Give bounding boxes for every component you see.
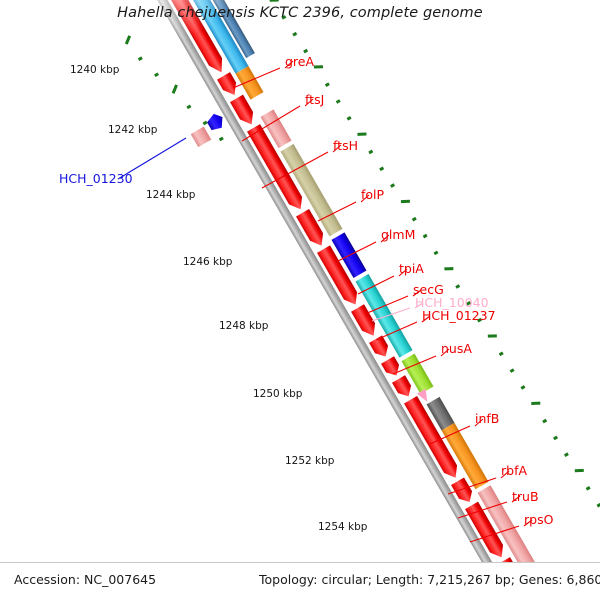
category-segment[interactable] bbox=[441, 422, 489, 490]
gene-feature[interactable] bbox=[230, 94, 258, 128]
gene-label-greA[interactable]: greA bbox=[285, 54, 315, 69]
leader-glmM bbox=[337, 241, 377, 262]
leader-truB bbox=[457, 501, 508, 519]
genome-title: Hahella chejuensis KCTC 2396, complete g… bbox=[117, 5, 483, 21]
leader-ftsH bbox=[261, 151, 329, 189]
genome-summary-text: Topology: circular; Length: 7,215,267 bp… bbox=[259, 572, 600, 587]
genome-ring-group bbox=[105, 0, 600, 600]
category-segment[interactable] bbox=[401, 353, 434, 395]
gene-feature[interactable] bbox=[317, 245, 362, 308]
genome-backbone bbox=[138, 0, 547, 600]
leader-rpsO-tip bbox=[523, 519, 533, 527]
gene-label-ftsH[interactable]: ftsH bbox=[333, 138, 358, 153]
leader-HCH_10040-tip bbox=[414, 302, 424, 309]
gene-label-folP[interactable]: folP bbox=[361, 187, 385, 202]
gene-feature[interactable] bbox=[465, 501, 508, 561]
leader-folP bbox=[317, 201, 357, 222]
gene-feature[interactable] bbox=[351, 304, 380, 339]
leader-tpiA-tip bbox=[398, 268, 408, 277]
leader-truB-tip bbox=[511, 495, 521, 503]
leader-ftsJ bbox=[241, 105, 301, 142]
category-segment[interactable] bbox=[260, 109, 292, 149]
ruler-tick-label: 1240 kbp bbox=[70, 64, 120, 76]
gene-label-glmM[interactable]: glmM bbox=[381, 227, 416, 242]
leader-secG bbox=[364, 295, 409, 315]
gene-feature[interactable] bbox=[217, 72, 241, 99]
leader-greA bbox=[232, 67, 281, 89]
gene-feature[interactable] bbox=[381, 356, 403, 379]
category-segment[interactable] bbox=[180, 0, 255, 59]
leader-greA-tip bbox=[284, 60, 294, 69]
category-segment[interactable] bbox=[235, 66, 264, 100]
leader-glmM-tip bbox=[380, 234, 390, 243]
leader-ftsH-tip bbox=[332, 144, 342, 153]
gene-feature[interactable] bbox=[296, 208, 328, 249]
gene-feature[interactable] bbox=[369, 335, 392, 360]
leader-folP-tip bbox=[360, 194, 370, 203]
leader-tpiA bbox=[357, 275, 395, 295]
secondary-outer-track bbox=[180, 0, 255, 59]
gene-label-infB[interactable]: infB bbox=[475, 411, 500, 426]
gene-label-truB[interactable]: truB bbox=[512, 489, 539, 504]
gene-feature[interactable] bbox=[247, 124, 307, 213]
leader-nusA bbox=[392, 355, 437, 375]
leader-rbfA bbox=[447, 477, 497, 495]
gene-label-HCH_01230[interactable]: HCH_01230 bbox=[59, 171, 133, 186]
category-segment[interactable] bbox=[355, 273, 413, 358]
ruler-tick-label: 1254 kbp bbox=[318, 521, 368, 533]
outer-category-track bbox=[165, 0, 561, 600]
gene-label-tpiA[interactable]: tpiA bbox=[399, 261, 424, 276]
gene-feature[interactable] bbox=[392, 375, 415, 400]
ruler-tick-marks bbox=[269, 0, 600, 508]
category-segment[interactable] bbox=[426, 396, 455, 431]
status-bar: Accession: NC_007645 Topology: circular;… bbox=[0, 562, 600, 600]
label-leader-lines bbox=[117, 60, 533, 543]
feature-HCH_01230[interactable] bbox=[205, 111, 227, 133]
leader-infB bbox=[429, 425, 471, 445]
feature-HCH_10040-marker[interactable] bbox=[416, 388, 432, 404]
ruler-inner-ticks bbox=[124, 35, 224, 142]
gene-label-rbfA[interactable]: rbfA bbox=[501, 463, 528, 478]
ruler-tick-label: 1250 kbp bbox=[253, 388, 303, 400]
leader-ftsJ-tip bbox=[304, 98, 314, 107]
leader-HCH_01237-tip bbox=[421, 315, 431, 323]
gene-label-ftsJ[interactable]: ftsJ bbox=[305, 92, 325, 107]
leader-secG-tip bbox=[412, 289, 422, 297]
ruler-tick-label: 1244 kbp bbox=[146, 189, 196, 201]
gene-label-nusA[interactable]: nusA bbox=[441, 341, 472, 356]
category-segment[interactable] bbox=[280, 144, 343, 237]
gene-label-HCH_10040[interactable]: HCH_10040 bbox=[415, 295, 489, 310]
ruler-tick-label: 1252 kbp bbox=[285, 455, 335, 467]
leader-nusA-tip bbox=[440, 348, 450, 357]
feature-small-salmon[interactable] bbox=[190, 126, 212, 148]
ruler-tick-label: 1246 kbp bbox=[183, 256, 233, 268]
leader-rbfA-tip bbox=[500, 470, 510, 479]
leader-HCH_10040 bbox=[371, 307, 411, 322]
leader-rpsO bbox=[469, 525, 520, 543]
gene-feature[interactable] bbox=[404, 396, 462, 481]
ruler-tick-label: 1242 kbp bbox=[108, 124, 158, 136]
leader-HCH_01237 bbox=[375, 321, 418, 341]
accession-text: Accession: NC_007645 bbox=[14, 572, 157, 587]
gene-label-secG[interactable]: secG bbox=[413, 282, 444, 297]
leader-HCH_01230 bbox=[117, 137, 187, 180]
gene-label-HCH_01237[interactable]: HCH_01237 bbox=[422, 308, 496, 323]
leader-infB-tip bbox=[474, 418, 484, 427]
gene-label-rpsO[interactable]: rpsO bbox=[524, 512, 554, 527]
off-ring-features bbox=[190, 111, 227, 148]
ruler-tick-label: 1248 kbp bbox=[219, 320, 269, 332]
category-segment[interactable] bbox=[477, 485, 545, 587]
top-fade-overlay bbox=[105, 0, 245, 62]
